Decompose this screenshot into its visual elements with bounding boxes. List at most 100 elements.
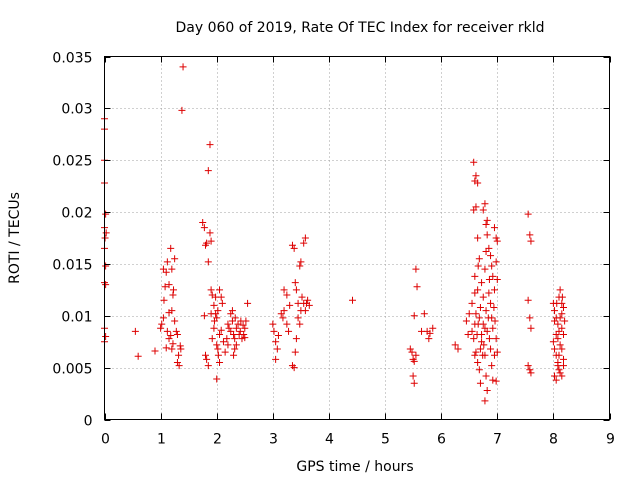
data-point	[551, 317, 559, 325]
data-point	[490, 303, 498, 311]
data-point	[473, 330, 481, 338]
data-point	[168, 307, 176, 315]
data-point	[468, 327, 476, 335]
data-point	[173, 358, 181, 366]
data-point	[203, 355, 211, 363]
data-point	[167, 331, 175, 339]
data-point	[482, 221, 490, 229]
data-point	[134, 352, 142, 360]
data-point	[493, 237, 501, 245]
data-point	[426, 329, 434, 337]
data-point	[552, 330, 560, 338]
data-point	[559, 362, 567, 370]
data-point	[272, 338, 280, 346]
data-point	[200, 312, 208, 320]
data-point	[305, 301, 313, 309]
data-point	[167, 244, 175, 252]
data-point	[169, 291, 177, 299]
data-point	[410, 379, 418, 387]
data-point	[479, 351, 487, 359]
data-point	[171, 317, 179, 325]
data-point	[558, 293, 566, 301]
data-point	[487, 299, 495, 307]
data-point	[527, 369, 535, 377]
data-point	[102, 281, 110, 289]
data-point	[151, 347, 159, 355]
data-point	[240, 330, 248, 338]
data-point	[206, 141, 214, 149]
data-point	[478, 279, 486, 287]
data-point	[493, 348, 501, 356]
x-tick-label: 7	[493, 432, 502, 448]
data-point	[210, 324, 218, 332]
data-point	[291, 279, 299, 287]
data-point	[232, 341, 240, 349]
data-point	[485, 289, 493, 297]
data-point	[297, 307, 305, 315]
data-point	[475, 255, 483, 263]
x-tick-label: 2	[213, 432, 222, 448]
data-point	[474, 286, 482, 294]
data-point	[170, 286, 178, 294]
data-point	[485, 335, 493, 343]
data-point	[493, 275, 501, 283]
data-point	[102, 333, 110, 341]
data-point	[472, 203, 480, 211]
data-point	[244, 299, 252, 307]
data-points	[101, 63, 569, 405]
data-point	[168, 265, 176, 273]
data-point	[553, 299, 561, 307]
data-point	[410, 357, 418, 365]
data-point	[217, 326, 225, 334]
data-point	[301, 234, 309, 242]
data-point	[471, 272, 479, 280]
data-point	[206, 229, 214, 237]
data-point	[476, 303, 484, 311]
data-point	[471, 351, 479, 359]
data-point	[559, 355, 567, 363]
data-point	[207, 237, 215, 245]
data-point	[272, 355, 280, 363]
data-point	[527, 324, 535, 332]
data-point	[214, 345, 222, 353]
data-point	[169, 340, 177, 348]
data-point	[204, 167, 212, 175]
data-point	[472, 310, 480, 318]
data-point	[492, 335, 500, 343]
data-point	[487, 252, 495, 260]
data-point	[552, 376, 560, 384]
data-point	[406, 345, 414, 353]
data-point	[489, 272, 497, 280]
data-point	[213, 341, 221, 349]
data-point	[269, 320, 277, 328]
x-axis-label: GPS time / hours	[296, 459, 413, 475]
data-point	[296, 320, 304, 328]
x-tick-label: 4	[325, 432, 334, 448]
data-point	[214, 307, 222, 315]
data-point	[454, 345, 462, 353]
data-point	[212, 293, 220, 301]
data-point	[279, 314, 287, 322]
data-point	[429, 324, 437, 332]
data-point	[131, 327, 139, 335]
data-point	[159, 314, 167, 322]
data-point	[349, 296, 357, 304]
data-point	[237, 317, 245, 325]
data-point	[470, 158, 478, 166]
data-point	[165, 281, 173, 289]
data-point	[527, 237, 535, 245]
data-point	[175, 351, 183, 359]
data-point	[227, 310, 235, 318]
x-tick-label: 8	[549, 432, 558, 448]
data-point	[290, 364, 298, 372]
data-point	[162, 344, 170, 352]
grid	[104, 56, 610, 420]
data-point	[483, 386, 491, 394]
data-point	[485, 244, 493, 252]
data-point	[286, 301, 294, 309]
data-point	[173, 330, 181, 338]
data-point	[551, 307, 559, 315]
y-tick-label: 0.02	[61, 206, 92, 222]
data-point	[203, 239, 211, 247]
